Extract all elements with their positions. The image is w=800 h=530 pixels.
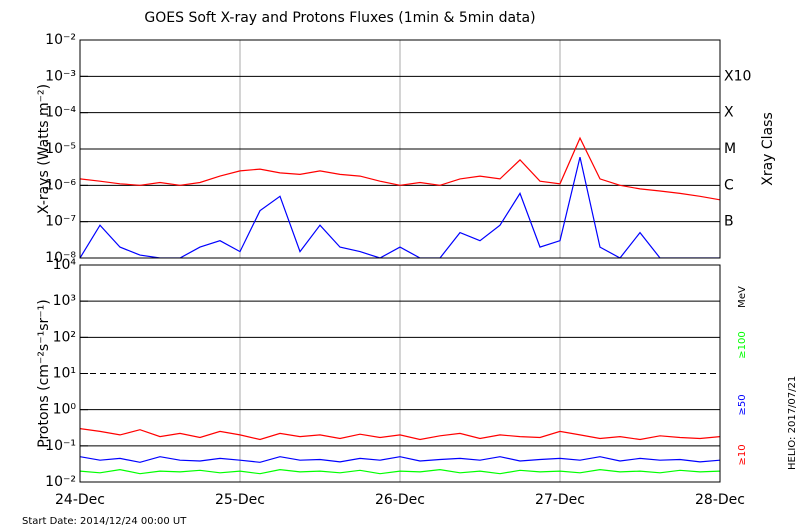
y-tick-label: 10³ (53, 293, 76, 309)
x-tick-label: 27-Dec (535, 492, 585, 508)
x-tick-label: 24-Dec (55, 492, 105, 508)
y2-tick-label: C (724, 177, 734, 193)
series-line (80, 428, 720, 441)
x-tick-label: 28-Dec (695, 492, 745, 508)
series-line (80, 136, 720, 201)
y-tick-label: 10⁻⁵ (45, 141, 76, 157)
legend-title: MeV (737, 286, 748, 308)
series-line (80, 456, 720, 463)
y-tick-label: 10⁻² (45, 474, 76, 490)
x-tick-label: 26-Dec (375, 492, 425, 508)
y-tick-label: 10⁰ (53, 402, 77, 418)
series-line (80, 156, 720, 258)
y-tick-label: 10⁻² (45, 32, 76, 48)
x-tick-label: 25-Dec (215, 492, 265, 508)
legend-entry: ≥50 (737, 394, 748, 415)
y2-tick-label: X10 (724, 68, 751, 84)
y-tick-label: 10² (53, 329, 76, 345)
y2-tick-label: X (724, 105, 734, 121)
y-tick-label: 10⁴ (53, 257, 77, 273)
y2-tick-label: M (724, 141, 736, 157)
legend-entry: ≥100 (737, 331, 748, 358)
y-tick-label: 10⁻⁴ (45, 105, 76, 121)
y-tick-label: 10⁻³ (45, 68, 76, 84)
y-axis-label: Protons (cm⁻²s⁻¹sr⁻¹) (36, 299, 52, 448)
footer: Start Date: 2014/12/24 00:00 UT (22, 516, 187, 527)
series-line (80, 468, 720, 475)
panel-frame (79, 39, 721, 259)
legend-entry: ≥10 (737, 444, 748, 465)
y2-tick-label: B (724, 214, 734, 230)
y-tick-label: 10⁻⁷ (45, 214, 76, 230)
credit: HELIO: 2017/07/21 (787, 376, 798, 470)
y-axis-label: X-rays (Watts m⁻²) (36, 84, 52, 214)
y2-axis-label: Xray Class (760, 112, 776, 186)
y-tick-label: 10¹ (53, 366, 76, 382)
y-tick-label: 10⁻⁸ (45, 250, 76, 266)
y-tick-label: 10⁻⁶ (45, 177, 76, 193)
chart-title: GOES Soft X-ray and Protons Fluxes (1min… (144, 10, 535, 26)
panel-frame (79, 264, 721, 483)
y-tick-label: 10⁻¹ (45, 438, 76, 454)
